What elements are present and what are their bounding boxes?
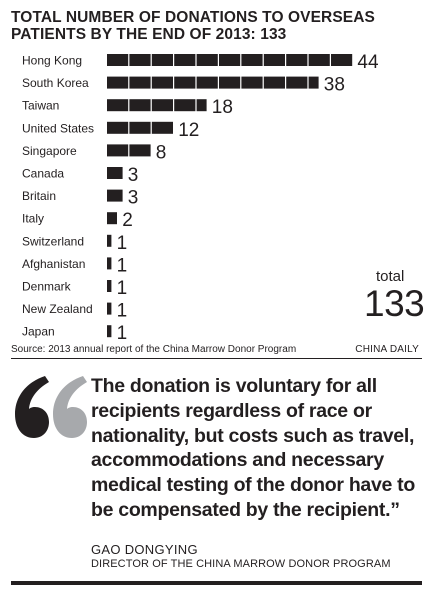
source-note: Source: 2013 annual report of the China … <box>11 344 297 355</box>
quote-line: The donation is voluntary for all <box>91 375 377 397</box>
bar-segment <box>107 257 112 270</box>
bar <box>107 325 112 338</box>
bar-segment <box>151 99 173 112</box>
value-label: 38 <box>324 75 345 96</box>
bar-segment <box>308 76 319 89</box>
value-label: 12 <box>178 120 199 141</box>
bar-segment <box>129 76 151 89</box>
value-label: 44 <box>357 52 379 73</box>
category-label: United States <box>22 121 94 135</box>
bar-segment <box>129 144 151 157</box>
category-label: New Zealand <box>22 302 93 316</box>
bar-segment <box>107 99 129 112</box>
value-label: 1 <box>117 278 128 299</box>
bar-segment <box>107 302 112 315</box>
bar <box>107 189 123 202</box>
bar <box>107 302 112 315</box>
bar-segment <box>107 121 129 134</box>
category-label: Britain <box>22 189 56 203</box>
chart-title-line-1: TOTAL NUMBER OF DONATIONS TO OVERSEAS <box>11 9 375 26</box>
publisher-credit: CHINA DAILY <box>355 344 419 355</box>
value-label: 3 <box>128 188 139 209</box>
bar-segment <box>129 121 151 134</box>
bar-segment <box>241 76 263 89</box>
bar <box>107 167 123 179</box>
category-label: Switzerland <box>22 234 84 248</box>
bar-segment <box>107 189 123 202</box>
bar-segment <box>219 76 241 89</box>
category-label: Taiwan <box>22 99 59 113</box>
value-label: 1 <box>117 255 128 276</box>
bar-segment <box>129 99 151 112</box>
bar-segment <box>286 76 308 89</box>
total-value: 133 <box>364 283 425 324</box>
bar <box>107 76 319 89</box>
bar-segment <box>107 76 129 89</box>
bar <box>107 212 117 225</box>
bar-segment <box>107 144 129 157</box>
attribution-title: DIRECTOR OF THE CHINA MARROW DONOR PROGR… <box>91 558 391 570</box>
category-label: Japan <box>22 325 55 339</box>
value-label: 18 <box>212 97 233 118</box>
category-label: Afghanistan <box>22 257 85 271</box>
quote-line: be compensated by the recipient.” <box>91 498 400 521</box>
bar-segment <box>196 54 218 66</box>
bar-segment <box>107 325 112 338</box>
category-label: Canada <box>22 167 64 181</box>
bar <box>107 121 173 134</box>
bar-segment <box>107 54 129 66</box>
bar-segment <box>174 99 196 112</box>
bar-segment <box>151 54 173 66</box>
total-label: total <box>376 268 405 285</box>
category-label: Italy <box>22 212 44 226</box>
quote-line: medical testing of the donor have to <box>91 474 415 497</box>
bottom-rule <box>11 581 422 585</box>
bar-segment <box>107 280 112 292</box>
bar-segment <box>107 234 112 247</box>
quote-line: nationality, but costs such as travel, <box>91 424 415 447</box>
quote-line: accommodations and necessary <box>91 449 384 472</box>
bar-segment <box>263 54 285 66</box>
category-label: Hong Kong <box>22 54 82 68</box>
bar-segment <box>263 76 285 89</box>
divider-line <box>11 358 422 359</box>
value-label: 1 <box>117 233 128 254</box>
category-label: Singapore <box>22 144 77 158</box>
bar-segment <box>196 99 207 112</box>
bar-segment <box>107 167 123 179</box>
bar-segment <box>174 76 196 89</box>
bar-segment <box>151 121 173 134</box>
bar <box>107 144 151 157</box>
chart-title: TOTAL NUMBER OF DONATIONS TO OVERSEAS PA… <box>11 9 426 43</box>
bar-segment <box>286 54 308 66</box>
quotation-mark-icon <box>15 376 87 438</box>
category-label: Denmark <box>22 280 72 294</box>
category-label: South Korea <box>22 76 89 90</box>
bar-segment <box>151 76 173 89</box>
bar-segment <box>331 54 353 66</box>
value-label: 2 <box>122 210 133 231</box>
bar <box>107 257 112 270</box>
quote-line: recipients regardless of race or <box>91 399 372 422</box>
bar-segment <box>129 54 151 66</box>
value-label: 3 <box>128 165 139 186</box>
bar-segment <box>196 76 218 89</box>
bar <box>107 54 353 66</box>
bar-segment <box>219 54 241 66</box>
value-label: 8 <box>156 142 167 163</box>
bar <box>107 280 112 292</box>
chart-title-line-2: PATIENTS BY THE END OF 2013: 133 <box>11 26 287 43</box>
value-label: 1 <box>117 323 128 344</box>
bar-segment <box>308 54 330 66</box>
bar-segment <box>241 54 263 66</box>
bar <box>107 234 112 247</box>
bar-segment <box>107 212 117 225</box>
pull-quote: The donation is voluntary for all recipi… <box>91 374 426 523</box>
bar-segment <box>174 54 196 66</box>
attribution-name: GAO DONGYING <box>91 542 198 557</box>
value-label: 1 <box>117 301 128 322</box>
bar <box>107 99 207 112</box>
